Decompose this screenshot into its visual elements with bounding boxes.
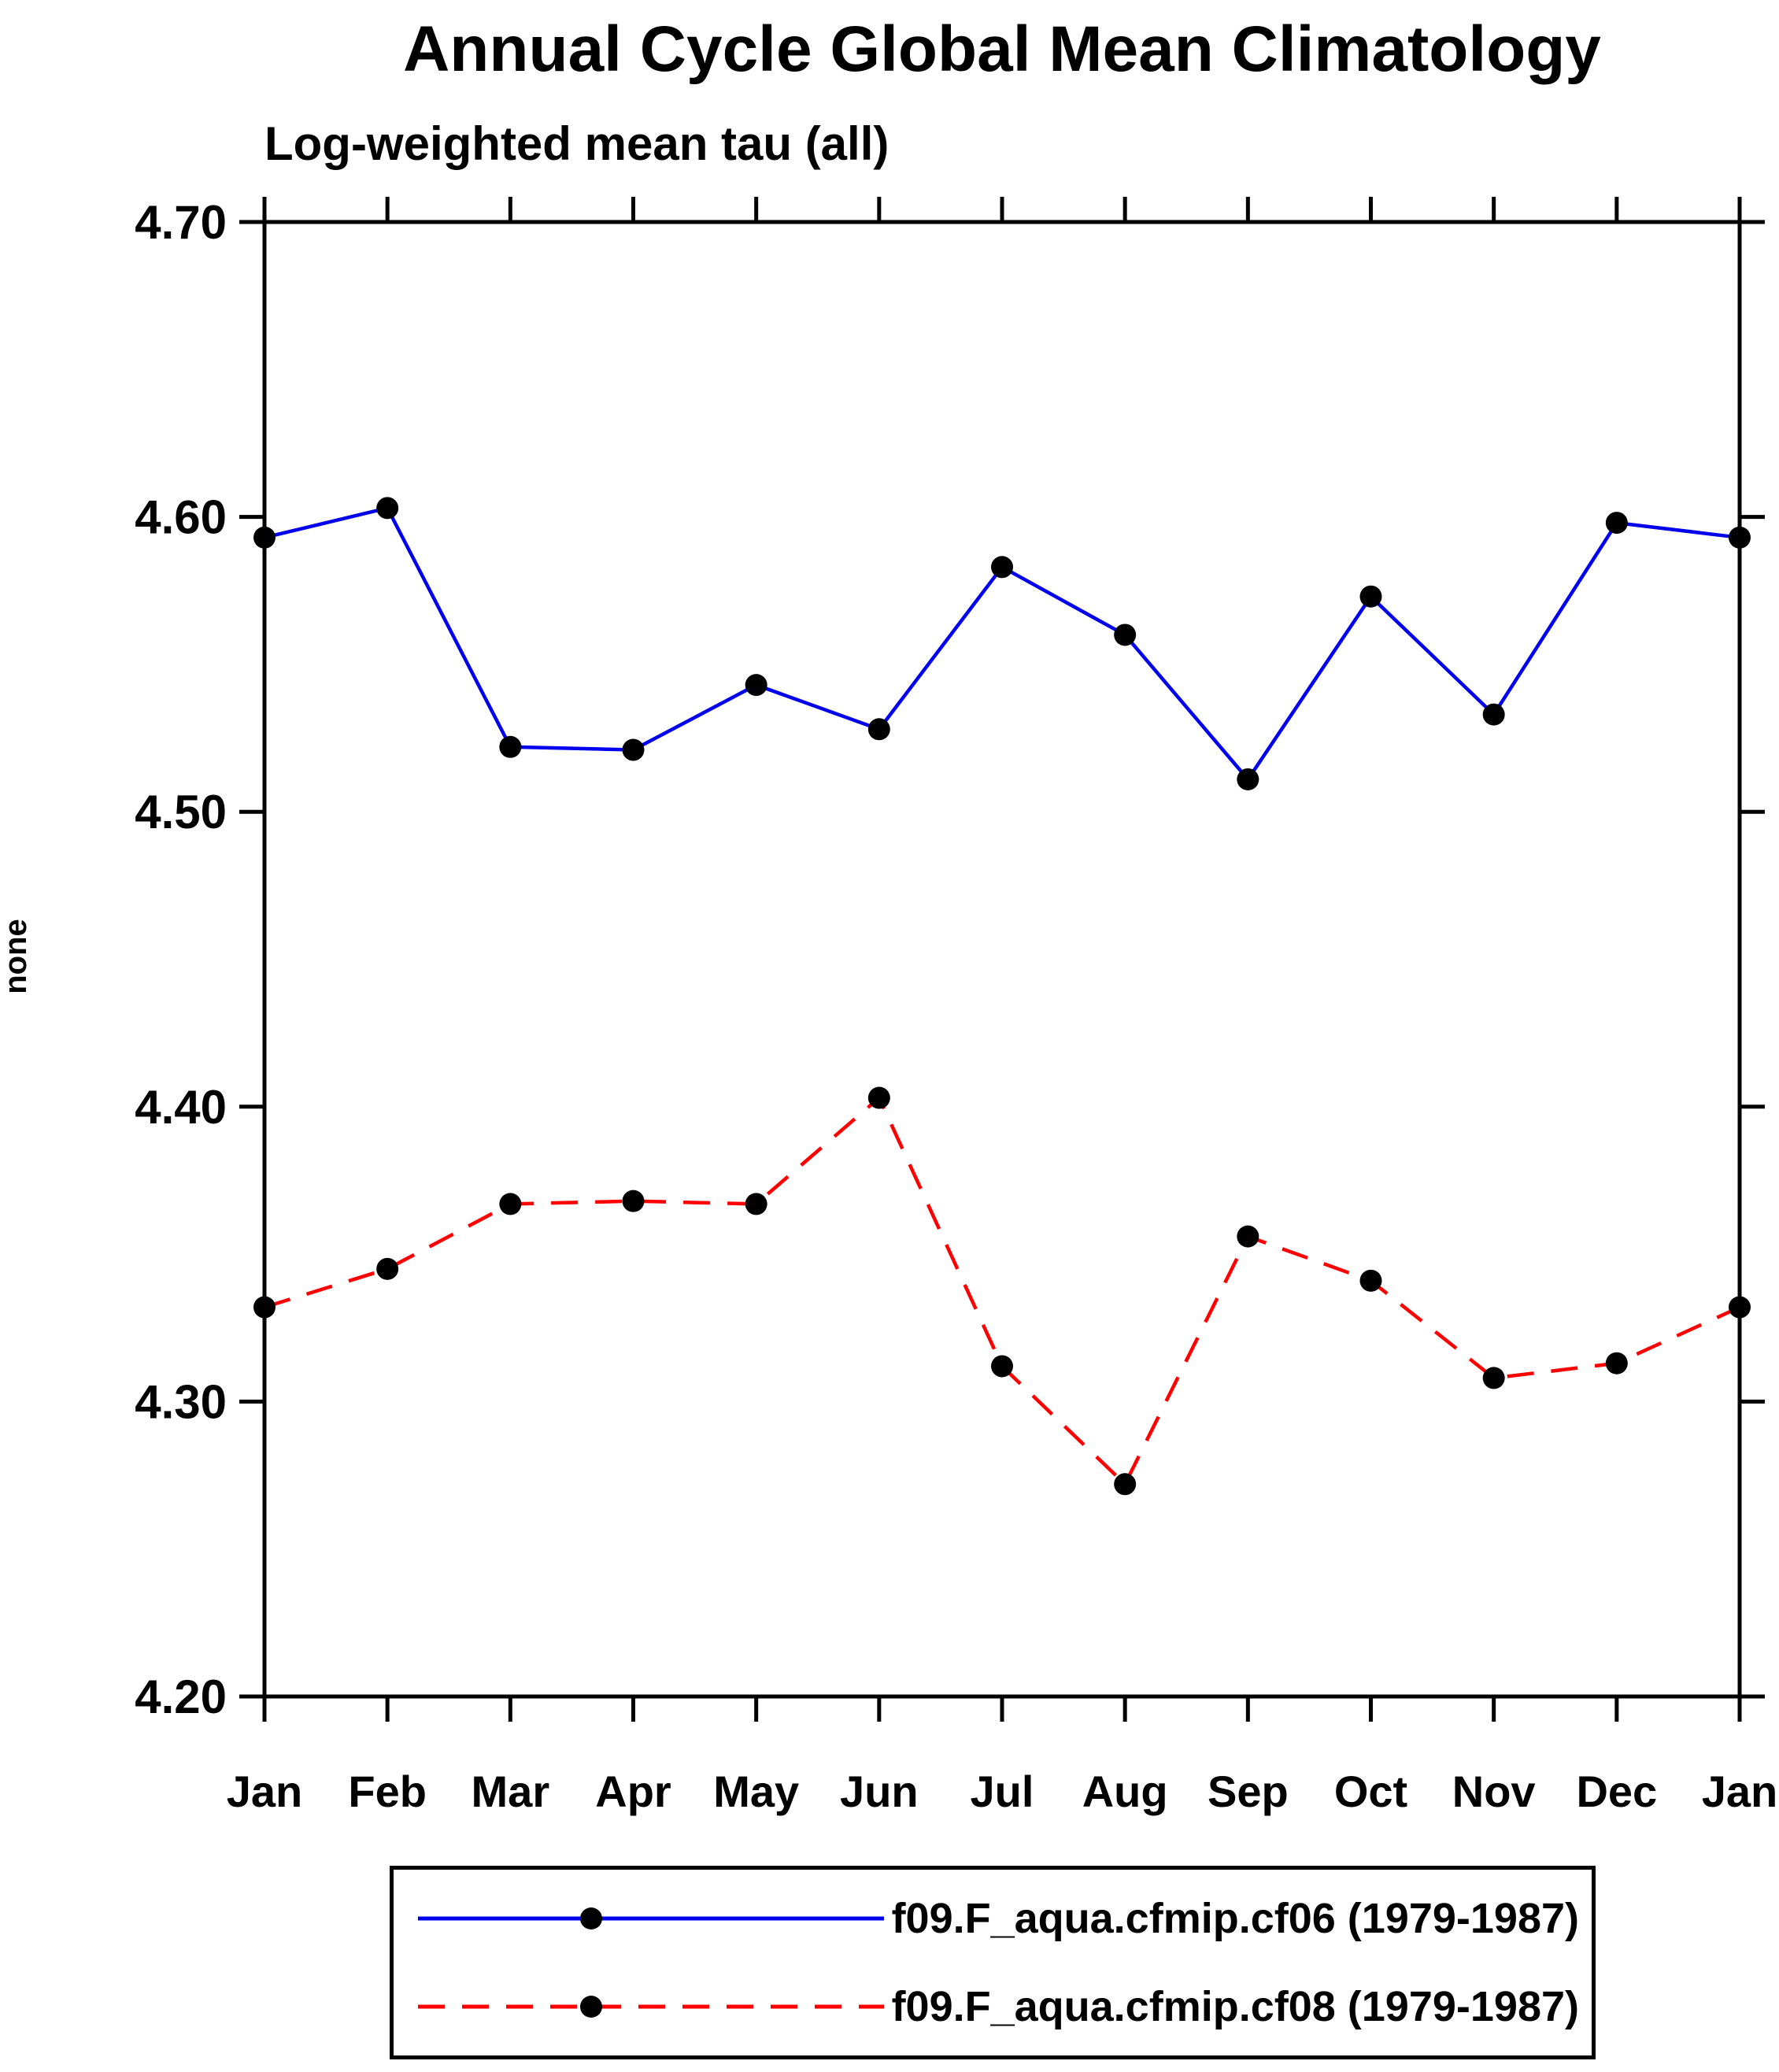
data-point-series-0: [1482, 703, 1505, 726]
data-point-series-1: [1482, 1367, 1505, 1389]
series-line-1: [264, 1094, 1740, 1488]
data-point-series-0: [1237, 768, 1259, 790]
data-point-series-1: [1237, 1225, 1259, 1248]
x-tick-label: May: [713, 1767, 799, 1816]
x-tick-label: Jan: [227, 1767, 303, 1816]
chart-subtitle: Log-weighted mean tau (all): [264, 117, 890, 170]
data-point-series-1: [376, 1257, 399, 1280]
data-point-series-0: [376, 497, 399, 520]
x-tick-label: Oct: [1334, 1767, 1407, 1816]
plot-border: [262, 220, 1742, 1699]
series-line-0: [264, 505, 1740, 783]
y-tick-label: 4.60: [135, 491, 227, 544]
legend-marker-dot: [580, 1907, 602, 1930]
data-point-series-1: [745, 1193, 767, 1215]
x-tick-label: Mar: [472, 1767, 550, 1816]
data-point-series-0: [1605, 512, 1628, 535]
data-point-series-1: [499, 1193, 522, 1215]
data-point-series-1: [253, 1296, 276, 1319]
x-tick-label: Jun: [840, 1767, 919, 1816]
data-point-series-1: [1114, 1473, 1137, 1496]
x-tick-label: Dec: [1576, 1767, 1657, 1816]
data-point-series-0: [253, 526, 276, 549]
data-point-series-1: [991, 1355, 1013, 1378]
legend-label-cf06: f09.F_aqua.cfmip.cf06 (1979-1987): [891, 1895, 1579, 1942]
x-tick-label: Feb: [348, 1767, 427, 1816]
y-tick-label: 4.20: [135, 1671, 227, 1723]
data-point-series-0: [1359, 585, 1382, 608]
x-tick-label: Jul: [971, 1767, 1034, 1816]
data-point-series-0: [1114, 623, 1137, 646]
x-tick-label: Nov: [1452, 1767, 1536, 1816]
data-point-series-0: [622, 738, 645, 761]
x-tick-label: Apr: [595, 1767, 671, 1816]
chart-title: Annual Cycle Global Mean Climatology: [403, 13, 1601, 85]
legend-item-cf08: f09.F_aqua.cfmip.cf08 (1979-1987): [406, 1982, 1579, 2031]
y-tick-label: 4.50: [135, 786, 227, 838]
legend-sample-dashed-line: [418, 1996, 884, 2018]
data-point-series-0: [745, 674, 767, 697]
x-tick-label: Aug: [1082, 1767, 1168, 1816]
y-tick-label: 4.70: [135, 196, 227, 249]
x-tick-label: Jan: [1702, 1767, 1778, 1816]
data-point-series-0: [499, 735, 522, 758]
legend: f09.F_aqua.cfmip.cf06 (1979-1987) f09.F_…: [390, 1866, 1596, 2059]
data-point-series-1: [867, 1086, 890, 1109]
data-point-series-1: [1729, 1296, 1751, 1319]
data-point-series-0: [1729, 526, 1751, 549]
data-point-series-1: [1605, 1352, 1628, 1375]
x-tick-label: Sep: [1208, 1767, 1289, 1816]
data-point-series-0: [991, 556, 1013, 579]
data-point-series-0: [867, 718, 890, 741]
legend-sample-solid-line: [418, 1907, 884, 1930]
data-point-series-1: [622, 1190, 645, 1212]
legend-marker-dot: [580, 1996, 602, 2018]
legend-item-cf06: f09.F_aqua.cfmip.cf06 (1979-1987): [406, 1894, 1579, 1943]
data-point-series-1: [1359, 1269, 1382, 1292]
y-tick-label: 4.30: [135, 1375, 227, 1428]
legend-label-cf08: f09.F_aqua.cfmip.cf08 (1979-1987): [891, 1983, 1579, 2030]
y-tick-label: 4.40: [135, 1081, 227, 1134]
